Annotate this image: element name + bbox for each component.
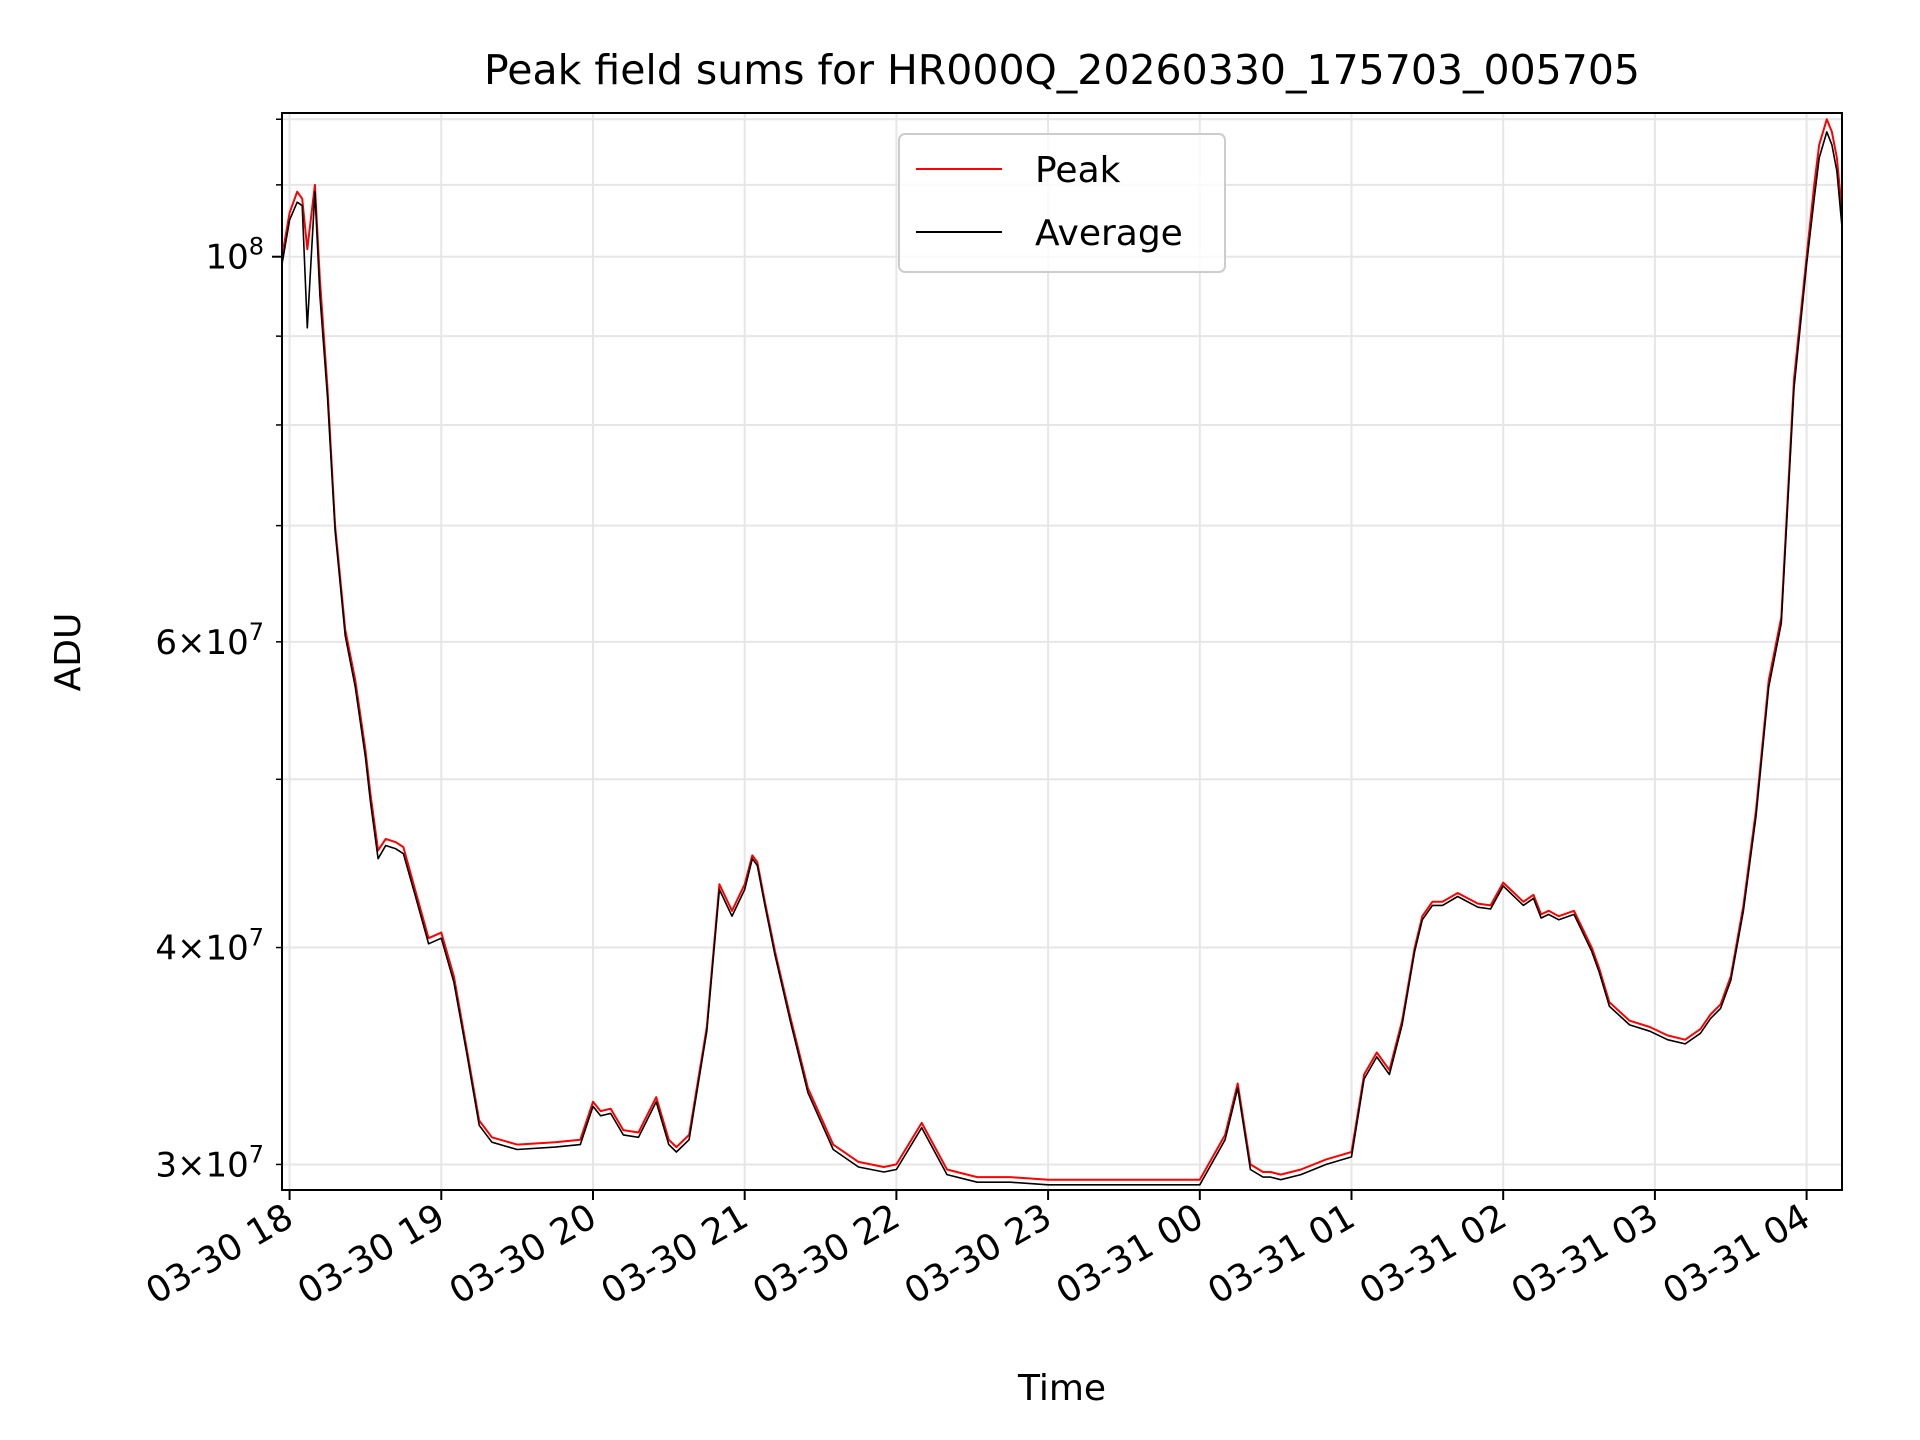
legend-label-average: Average <box>1035 213 1183 254</box>
x-axis-label: Time <box>1017 1368 1106 1409</box>
y-tick-label: 108 <box>205 233 264 278</box>
plot-frame <box>281 112 1843 1191</box>
chart-title: Peak field sums for HR000Q_20260330_1757… <box>484 46 1640 94</box>
series-line-peak <box>282 118 1842 1181</box>
legend-label-peak: Peak <box>1035 150 1121 191</box>
y-tick-label: 4×107 <box>155 924 264 969</box>
legend: Peak Average <box>898 133 1226 273</box>
grid <box>282 113 1842 1190</box>
series-line-average <box>282 131 1842 1186</box>
y-tick-label: 3×107 <box>155 1140 264 1185</box>
y-ticks: 108 3×107 4×107 6×107 <box>155 118 282 1185</box>
y-axis-label: ADU <box>48 613 89 692</box>
series-layer <box>282 118 1842 1186</box>
y-tick-label: 6×107 <box>155 618 264 663</box>
